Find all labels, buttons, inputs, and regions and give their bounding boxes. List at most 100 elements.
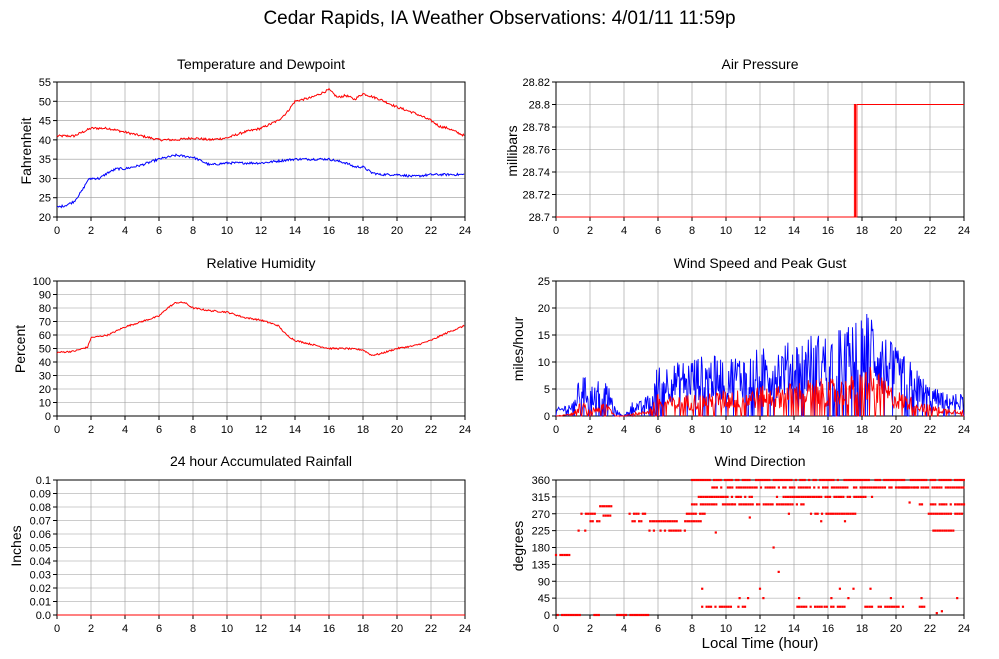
direction-point xyxy=(949,512,953,515)
direction-point xyxy=(846,495,849,498)
direction-point xyxy=(707,605,710,608)
x-tick-label: 4 xyxy=(122,225,128,237)
x-tick-label: 14 xyxy=(788,225,800,237)
direction-point xyxy=(849,512,852,515)
direction-point xyxy=(772,478,775,482)
direction-point xyxy=(708,478,711,482)
direction-point xyxy=(744,503,748,506)
direction-point xyxy=(766,486,769,489)
direction-point xyxy=(949,503,952,506)
direction-point xyxy=(954,503,957,506)
x-tick-label: 2 xyxy=(587,623,593,635)
x-tick-label: 20 xyxy=(391,424,403,436)
y-tick-label: 45 xyxy=(538,593,550,605)
direction-point xyxy=(618,613,621,617)
direction-point xyxy=(852,478,855,482)
x-tick-label: 2 xyxy=(587,424,593,436)
direction-point xyxy=(945,478,948,482)
y-tick-label: 80 xyxy=(39,303,51,315)
direction-point xyxy=(920,486,923,489)
direction-point xyxy=(729,605,733,608)
direction-point xyxy=(888,605,891,608)
direction-point xyxy=(710,503,713,506)
direction-point xyxy=(878,478,881,482)
direction-point xyxy=(735,495,738,498)
direction-point xyxy=(762,503,765,506)
x-tick-label: 8 xyxy=(190,424,196,436)
direction-point xyxy=(748,486,752,489)
x-tick-label: 24 xyxy=(459,225,471,237)
direction-point xyxy=(720,605,724,608)
direction-point xyxy=(855,486,858,489)
direction-point xyxy=(922,486,925,489)
direction-point xyxy=(637,512,640,515)
direction-point xyxy=(762,597,765,600)
direction-point xyxy=(824,486,827,489)
direction-point xyxy=(766,478,769,482)
x-tick-label: 12 xyxy=(255,424,267,436)
direction-point xyxy=(820,512,824,515)
direction-point xyxy=(731,503,734,506)
direction-point xyxy=(690,520,693,523)
direction-point xyxy=(958,503,961,506)
direction-point xyxy=(668,520,672,523)
direction-point xyxy=(738,597,741,600)
x-tick-label: 18 xyxy=(357,225,369,237)
direction-point xyxy=(949,486,952,489)
direction-point xyxy=(616,613,619,617)
x-tick-label: 10 xyxy=(221,424,233,436)
direction-point xyxy=(820,520,823,523)
direction-point xyxy=(749,503,752,506)
direction-point xyxy=(920,605,924,608)
direction-point xyxy=(692,512,695,515)
direction-point xyxy=(633,613,636,617)
direction-point xyxy=(918,605,921,608)
direction-point xyxy=(808,478,811,482)
direction-point xyxy=(865,478,868,482)
direction-point xyxy=(938,529,942,532)
direction-point xyxy=(852,587,855,590)
direction-point xyxy=(708,503,711,506)
direction-point xyxy=(814,512,817,515)
direction-point xyxy=(758,503,761,506)
direction-point xyxy=(758,587,762,590)
direction-point xyxy=(951,486,954,489)
direction-point xyxy=(947,529,950,532)
x-tick-label: 22 xyxy=(425,225,437,237)
y-tick-label: 28.7 xyxy=(529,212,550,224)
y-tick-label: 5 xyxy=(544,384,550,396)
direction-point xyxy=(827,512,830,515)
direction-point xyxy=(823,478,826,482)
direction-point xyxy=(688,512,691,515)
direction-point xyxy=(771,503,774,506)
direction-point xyxy=(830,478,833,482)
direction-point xyxy=(714,531,717,534)
direction-point xyxy=(699,478,702,482)
direction-point xyxy=(635,613,639,617)
y-tick-label: 55 xyxy=(39,77,51,89)
y-tick-label: 0.06 xyxy=(30,529,51,541)
direction-point xyxy=(692,520,696,523)
page-title: Cedar Rapids, IA Weather Observations: 4… xyxy=(263,8,736,29)
direction-point xyxy=(863,486,867,489)
direction-point xyxy=(751,503,754,506)
direction-point xyxy=(817,486,820,489)
direction-point xyxy=(852,486,856,489)
direction-point xyxy=(774,478,778,482)
direction-point xyxy=(802,495,805,498)
direction-point xyxy=(589,512,592,515)
direction-point xyxy=(862,495,865,498)
panel-title-humidity: Relative Humidity xyxy=(206,255,316,271)
direction-point xyxy=(695,503,698,506)
direction-point xyxy=(900,486,903,489)
direction-point xyxy=(931,478,934,482)
x-tick-label: 10 xyxy=(720,424,732,436)
direction-point xyxy=(607,505,611,508)
direction-point xyxy=(960,512,964,515)
x-tick-label: 24 xyxy=(958,225,970,237)
direction-point xyxy=(800,495,803,498)
direction-point xyxy=(704,495,707,498)
direction-point xyxy=(638,613,641,617)
panel-title-temperature: Temperature and Dewpoint xyxy=(176,56,346,72)
direction-point xyxy=(790,478,793,482)
